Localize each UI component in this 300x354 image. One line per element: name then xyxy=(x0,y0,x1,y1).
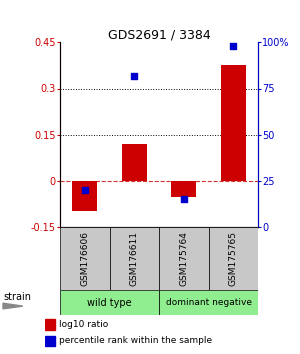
Polygon shape xyxy=(3,303,23,309)
Point xyxy=(231,43,236,49)
Title: GDS2691 / 3384: GDS2691 / 3384 xyxy=(108,28,210,41)
FancyBboxPatch shape xyxy=(110,227,159,290)
Point xyxy=(132,73,137,79)
Point xyxy=(182,196,186,202)
Point xyxy=(82,187,87,193)
FancyBboxPatch shape xyxy=(60,227,110,290)
Text: wild type: wild type xyxy=(87,298,132,308)
Bar xyxy=(45,336,55,346)
Text: log10 ratio: log10 ratio xyxy=(59,320,109,329)
Bar xyxy=(171,181,196,198)
FancyBboxPatch shape xyxy=(208,227,258,290)
Text: GSM176606: GSM176606 xyxy=(80,231,89,286)
Bar xyxy=(221,65,246,181)
Text: strain: strain xyxy=(3,292,31,302)
Bar xyxy=(122,144,147,181)
Text: percentile rank within the sample: percentile rank within the sample xyxy=(59,336,213,346)
Text: GSM175765: GSM175765 xyxy=(229,231,238,286)
FancyBboxPatch shape xyxy=(60,290,159,315)
Text: GSM176611: GSM176611 xyxy=(130,231,139,286)
Text: GSM175764: GSM175764 xyxy=(179,231,188,286)
FancyBboxPatch shape xyxy=(159,227,208,290)
Bar xyxy=(45,319,55,330)
Text: dominant negative: dominant negative xyxy=(166,298,251,307)
Bar xyxy=(72,181,97,211)
FancyBboxPatch shape xyxy=(159,290,258,315)
